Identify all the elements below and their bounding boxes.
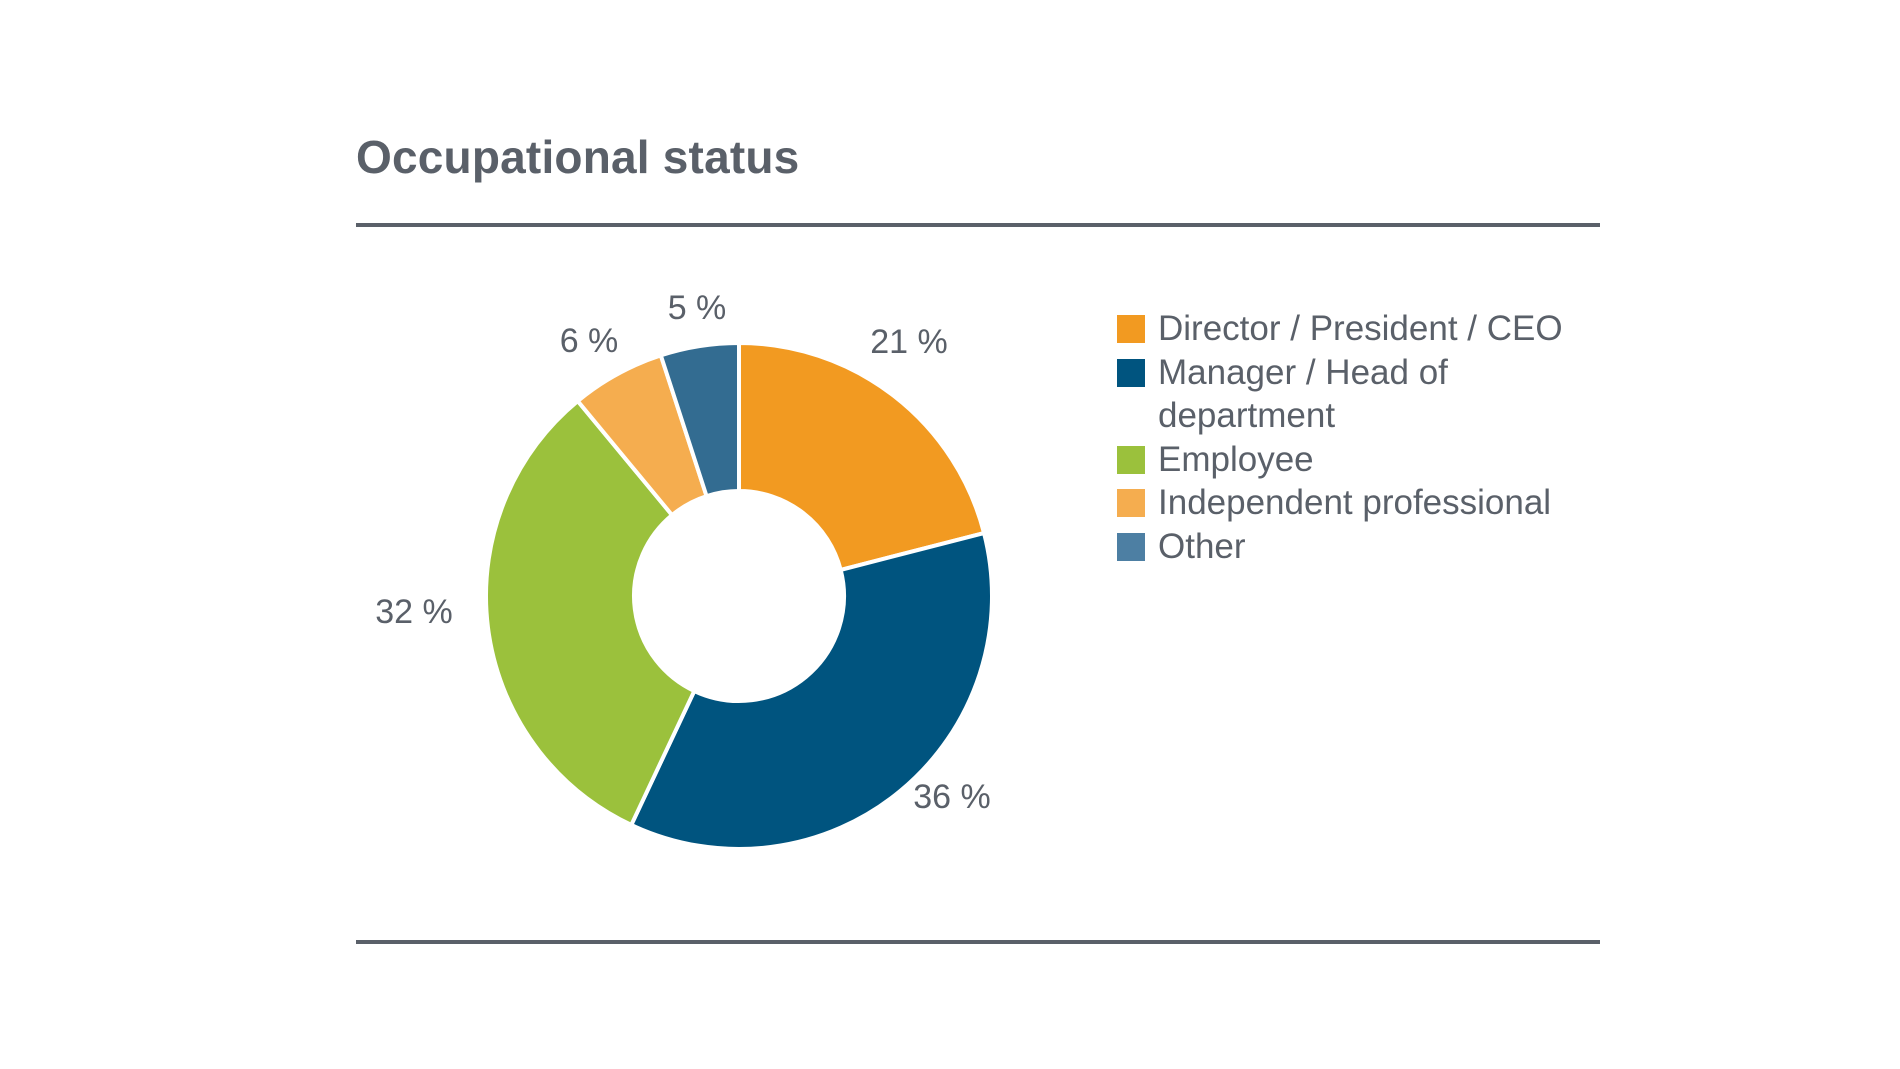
legend-swatch	[1117, 532, 1145, 561]
slice-labels-group: 21 % 36 % 32 % 6 % 5 %	[375, 289, 991, 816]
legend-label: Manager / Head of department	[1158, 352, 1448, 436]
legend-item-manager: Manager / Head of department	[1117, 351, 1587, 438]
legend-label: Independent professional	[1158, 483, 1552, 522]
slice-director	[737, 340, 987, 573]
legend-item-independent: Independent professional	[1117, 481, 1587, 525]
slice-director-label: 21 %	[870, 323, 948, 361]
slice-employee	[484, 398, 697, 828]
slice-independent-label: 6 %	[560, 322, 619, 360]
slice-other	[658, 340, 741, 499]
slice-employee-label: 32 %	[375, 593, 453, 631]
legend-swatch	[1117, 315, 1145, 343]
legend-label: Other	[1158, 526, 1246, 566]
legend-label: Director / President / CEO	[1158, 309, 1563, 348]
top-divider	[356, 223, 1600, 227]
legend-swatch	[1117, 489, 1145, 517]
legend-item-director: Director / President / CEO	[1117, 307, 1587, 351]
bottom-divider	[356, 940, 1600, 944]
legend-item-other: Other	[1117, 525, 1587, 569]
slice-other-label: 5 %	[668, 289, 727, 327]
legend-swatch	[1117, 445, 1145, 474]
legend-label: Employee	[1158, 439, 1314, 479]
chart-title: Occupational status	[356, 131, 800, 183]
legend-swatch	[1117, 358, 1145, 387]
slice-manager-label: 36 %	[913, 778, 991, 816]
slice-manager	[628, 530, 994, 851]
slices-group	[484, 340, 994, 851]
legend: Director / President / CEO Manager / Hea…	[1117, 307, 1587, 568]
legend-item-employee: Employee	[1117, 438, 1587, 482]
